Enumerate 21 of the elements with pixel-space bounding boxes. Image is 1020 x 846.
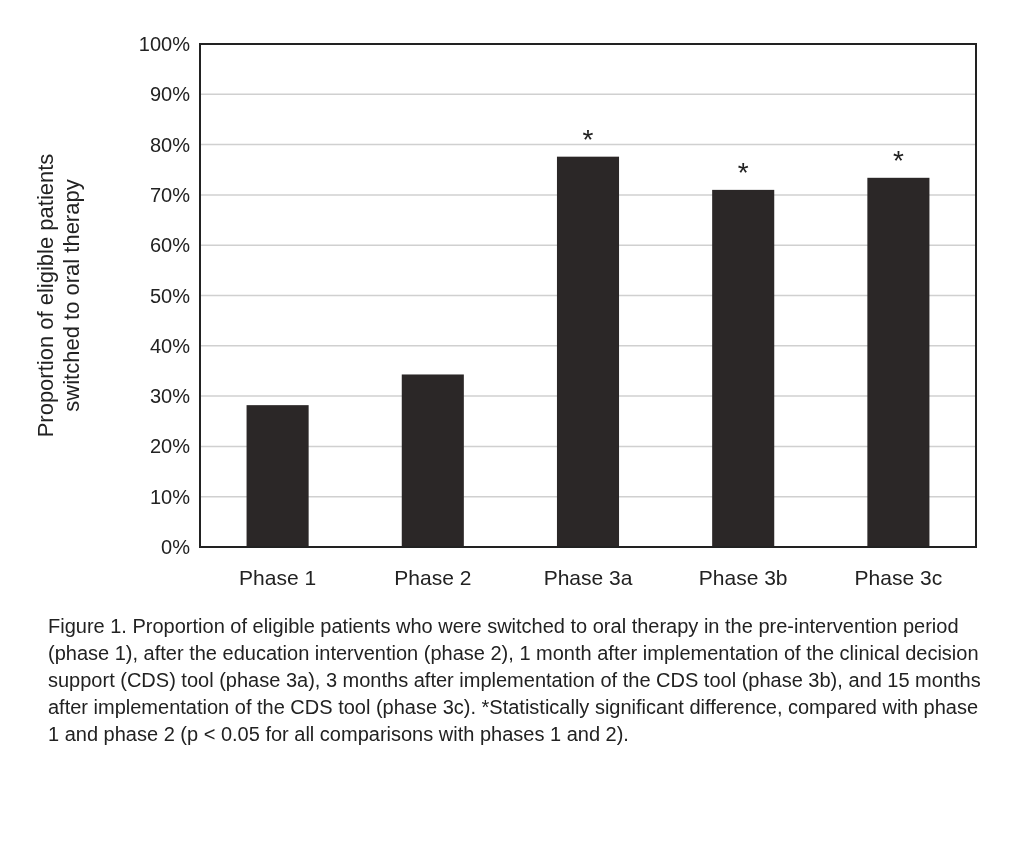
y-tick-label: 0% xyxy=(161,536,191,558)
y-tick-label: 80% xyxy=(149,133,191,156)
y-tick-label: 30% xyxy=(149,385,191,408)
y-tick-label: 50% xyxy=(149,284,191,307)
annotation: * xyxy=(582,123,594,155)
caption: Figure 1. Proportion of eligible patients who were switched to oral therapy in the pre-intervention period (phase 1), after the education intervention (phase 2), 1 month after implementation of the clinical decision support (CDS) tool (phase 3a), 3 months after implementation of the CDS tool (phase 3b), and 15 months after implementation of the CDS tool (phase 3c). *Statistically significant difference, compared with phase 1 and phase 2 (p < 0.05 for all comparisons with phases 1 and 2). xyxy=(48,615,981,745)
x-tick-label: Phase 1 xyxy=(239,566,317,589)
annotation: * xyxy=(737,156,749,188)
y-tick-label: 10% xyxy=(149,485,191,508)
annotation: * xyxy=(892,144,904,176)
y-tick-label: 70% xyxy=(149,183,191,206)
y-tick-label: 20% xyxy=(149,435,191,458)
x-tick-label: Phase 3b xyxy=(698,566,788,589)
x-tick-label: Phase 3c xyxy=(854,566,943,589)
y-tick-label: 40% xyxy=(149,334,191,357)
x-tick-label: Phase 3a xyxy=(543,566,633,589)
y-tick-label: 100% xyxy=(138,33,191,55)
x-tick-label: Phase 2 xyxy=(394,566,472,589)
y-tick-label: 60% xyxy=(149,234,191,257)
y-axis-title: Proportion of eligible patients switched to oral therapy xyxy=(32,153,85,438)
y-tick-label: 90% xyxy=(149,83,191,106)
